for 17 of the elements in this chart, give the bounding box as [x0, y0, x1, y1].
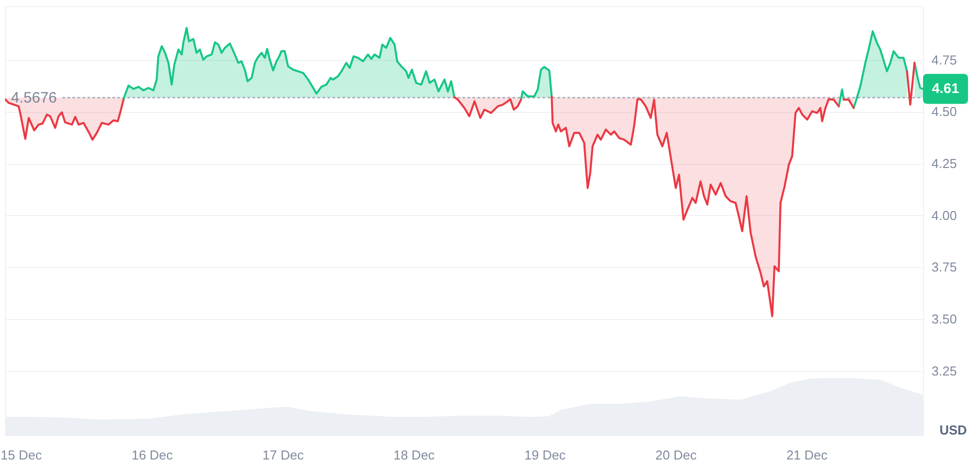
x-tick-label: 20 Dec	[655, 448, 698, 461]
y-tick-label: 4.75	[932, 52, 957, 68]
y-tick-label: 3.50	[932, 311, 957, 326]
x-tick-label: 16 Dec	[132, 448, 174, 461]
y-tick-label: 3.25	[932, 363, 957, 378]
y-tick-label: 4.50	[932, 104, 957, 120]
x-tick-label: 15 Dec	[0, 448, 42, 461]
y-axis-title: USD	[940, 422, 967, 438]
ref-line-label: 4.5676	[11, 90, 57, 107]
x-tick-label: 21 Dec	[786, 448, 828, 461]
y-tick-label: 4.00	[932, 208, 957, 223]
y-tick-label: 4.25	[932, 156, 957, 172]
x-tick-label: 18 Dec	[393, 448, 436, 461]
annotation: 4.61	[932, 80, 960, 96]
y-tick-label: 3.75	[932, 260, 957, 275]
x-tick-label: 17 Dec	[262, 448, 304, 461]
x-tick-label: 19 Dec	[524, 448, 566, 461]
